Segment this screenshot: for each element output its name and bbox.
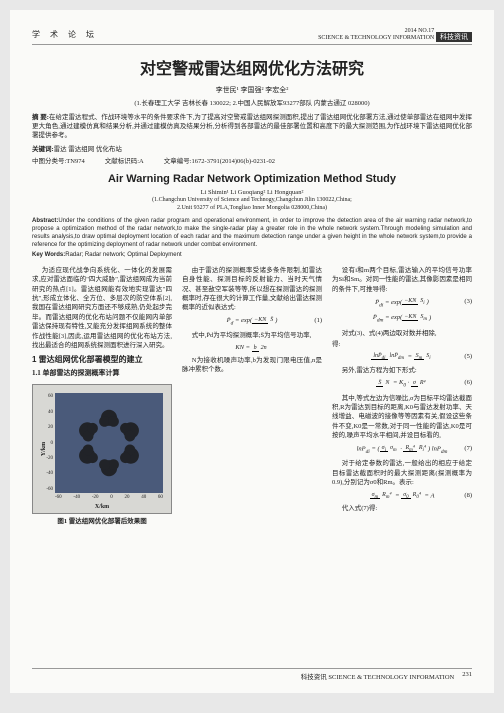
column-3: 设有i和m两个目标,雷达输入的平均信号功率为Si和Sm。对同一性能的雷达,其像影… xyxy=(332,266,472,527)
figure-xlabel: X/km xyxy=(95,503,109,512)
col3-p4: 其中,等式左边为信噪比,σ为目标平均雷达截面积,R为雷达到目标的距离,K0与雷达… xyxy=(332,394,472,441)
abstract-en-label: Abstract: xyxy=(32,218,58,224)
col3-p5: 对于给定参数的雷达,一般给出的相应于给定目标雷达截面积时的最大探测距离(探测概率… xyxy=(332,459,472,487)
footer-text: 科技资讯 SCIENCE & TECHNOLOGY INFORMATION xyxy=(301,671,454,681)
page-header: 学 术 论 坛 2014 NO.17 SCIENCE & TECHNOLOGY … xyxy=(32,28,472,45)
affiliation-chinese: (1.长春理工大学 吉林长春 130022; 2.中国人民解放军93277部队 … xyxy=(32,97,472,107)
body-columns: 为适应现代战争向系统化、一体化的发展需求,应对雷达面临的"四大威胁",雷达组网成… xyxy=(32,266,472,527)
col3-p2b: 得: xyxy=(332,340,472,349)
figure-1: Y/km 60 40 20 0 -20 -40 -60 xyxy=(32,384,172,526)
classification-row: 中图分类号:TN974 文献标识码:A 文章编号:1672-3791(2014)… xyxy=(32,155,472,165)
kw-en-label: Key Words: xyxy=(32,252,65,258)
eq8-number: (8) xyxy=(464,491,472,500)
doc-code: 文献标识码:A xyxy=(105,155,144,165)
equation-3b: P̄dm = exp(−KNSm) xyxy=(332,313,472,326)
abstract-cn-text: 在给定雷达程式、作战环境等水平的条件要求件下,为了提高对空警戒雷达组网探测面积,… xyxy=(32,114,472,139)
equation-7: lnPdi = (σiσm · Rm⁴Ri⁴) lnPdm (7) xyxy=(332,444,472,457)
kw-en-text: Radar; Radar network; Optimal Deployment xyxy=(65,252,181,258)
equation-2: KN = b2n xyxy=(182,343,322,352)
abstract-en-text: Under the conditions of the given radar … xyxy=(32,218,472,247)
column-2: 由于雷达的探测概率受诸多条件限制,如雷达自身性能、探测目标的反射能力、当时天气情… xyxy=(182,266,322,527)
title-chinese: 对空警戒雷达组网优化方法研究 xyxy=(32,55,472,79)
col3-p3: 另外,雷达方程为如下形式: xyxy=(332,366,472,375)
figure-plot-area xyxy=(55,393,163,493)
eq7-number: (7) xyxy=(464,444,472,453)
col1-p1: 为适应现代战争向系统化、一体化的发展需求,应对雷达面临的"四大威胁",雷达组网成… xyxy=(32,266,172,351)
affiliation-english: (1.Changchun University of Science and T… xyxy=(32,197,472,213)
col3-p2: 对式(3)、式(4)两边取对数并相除, xyxy=(332,329,472,338)
figure-yticks: 60 40 20 0 -20 -40 -60 xyxy=(43,393,53,493)
equation-1: P̄d = exp(−KNS̄) (1) xyxy=(182,316,322,328)
col2-p2: 式中,P̄d为平均探测概率;S̄为平均信号功率, xyxy=(182,331,322,340)
col3-p1: 设有i和m两个目标,雷达输入的平均信号功率为Si和Sm。对同一性能的雷达,其像影… xyxy=(332,266,472,294)
col2-p3: N为接收机噪声功率,b为发现门限电压值,n是脉冲累积个数。 xyxy=(182,356,322,375)
equation-6: S̄N = K0 · σR⁴ (6) xyxy=(332,378,472,390)
figure-xticks: -60 -40 -20 0 20 40 60 xyxy=(55,494,163,501)
equation-8: σmRm⁴ = σ0R0⁴ = A (8) xyxy=(332,491,472,501)
abstract-chinese: 摘 要:在给定雷达程式、作战环境等水平的条件要求件下,为了提高对空警戒雷达组网探… xyxy=(32,113,472,140)
section-1-1-heading: 1.1 单部雷达的探测概率计算 xyxy=(32,368,172,378)
eq6-number: (6) xyxy=(464,378,472,387)
page-footer: 科技资讯 SCIENCE & TECHNOLOGY INFORMATION 23… xyxy=(32,668,472,681)
header-badge: 科技资讯 xyxy=(436,32,472,42)
footer-page: 231 xyxy=(462,671,472,681)
section-1-heading: 1 雷达组网优化部署模型的建立 xyxy=(32,354,172,366)
authors-english: Li Shimin¹ Li Guoqiang² Li Hongquan² xyxy=(32,189,472,196)
kw-cn-label: 关键词: xyxy=(32,146,54,153)
eq3-number: (3) xyxy=(464,297,472,306)
header-right: 2014 NO.17 SCIENCE & TECHNOLOGY INFORMAT… xyxy=(318,28,472,42)
eq1-number: (1) xyxy=(314,316,322,325)
col3-p6: 代入式(7)得: xyxy=(332,504,472,513)
authors-chinese: 李世民¹ 李国强² 李宏全² xyxy=(32,85,472,95)
class-number: 中图分类号:TN974 xyxy=(32,155,85,165)
title-english: Air Warning Radar Network Optimization M… xyxy=(32,173,472,185)
equation-3a: P̄di = exp(−KNSi) (3) xyxy=(332,297,472,310)
figure-1-caption: 图1 雷达组网优化部署后效果图 xyxy=(32,517,172,526)
abstract-cn-label: 摘 要: xyxy=(32,114,49,121)
header-section: 学 术 论 坛 xyxy=(32,29,98,40)
header-meta: 2014 NO.17 SCIENCE & TECHNOLOGY INFORMAT… xyxy=(318,28,434,41)
keywords-english: Key Words:Radar; Radar network; Optimal … xyxy=(32,252,472,258)
col2-p1: 由于雷达的探测概率受诸多条件限制,如雷达自身性能、探测目标的反射能力、当时天气情… xyxy=(182,266,322,313)
article-number: 文章编号:1672-3791(2014)06(b)-0231-02 xyxy=(164,155,275,165)
figure-1-image: Y/km 60 40 20 0 -20 -40 -60 xyxy=(32,384,172,514)
figure-ring-svg xyxy=(73,407,145,479)
column-1: 为适应现代战争向系统化、一体化的发展需求,应对雷达面临的"四大威胁",雷达组网成… xyxy=(32,266,172,527)
keywords-chinese: 关键词:雷达 雷达组网 优化布站 xyxy=(32,143,472,153)
kw-cn-text: 雷达 雷达组网 优化布站 xyxy=(54,146,122,153)
abstract-english: Abstract:Under the conditions of the giv… xyxy=(32,218,472,249)
equation-5: lnP̄dilnP̄dm = SmSi (5) xyxy=(332,352,472,362)
eq5-number: (5) xyxy=(464,352,472,361)
